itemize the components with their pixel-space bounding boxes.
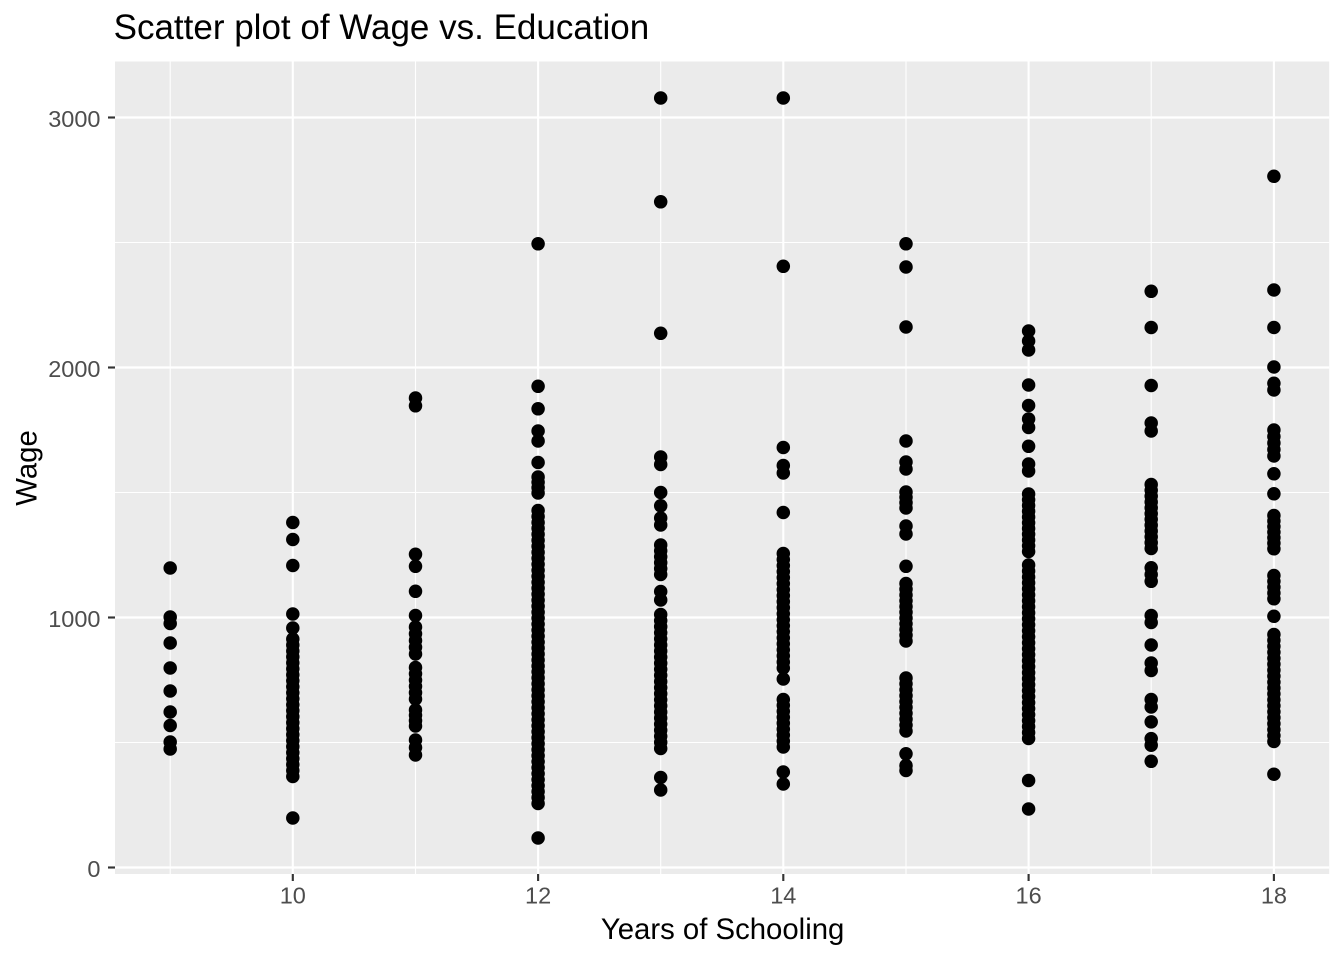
svg-text:18: 18 (1261, 883, 1287, 909)
svg-text:Scatter plot of Wage vs. Educa: Scatter plot of Wage vs. Education (114, 8, 650, 47)
svg-text:16: 16 (1016, 883, 1042, 909)
svg-text:1000: 1000 (48, 606, 100, 632)
svg-text:10: 10 (280, 883, 306, 909)
svg-text:Wage: Wage (11, 430, 44, 506)
svg-text:Years of Schooling: Years of Schooling (601, 913, 845, 946)
svg-text:0: 0 (87, 856, 100, 882)
svg-text:14: 14 (770, 883, 796, 909)
svg-text:3000: 3000 (48, 106, 100, 132)
svg-text:2000: 2000 (48, 356, 100, 382)
svg-text:12: 12 (525, 883, 551, 909)
